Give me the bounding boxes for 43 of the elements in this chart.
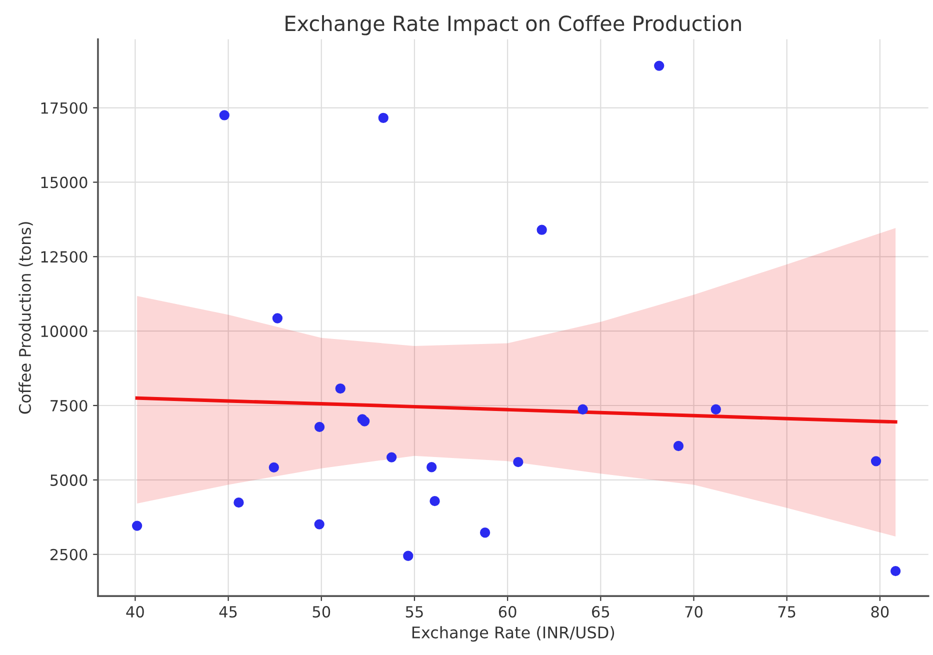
point (890, 566, 901, 576)
point (536, 224, 547, 235)
point (578, 404, 588, 414)
x-tick-label: 55 (406, 606, 423, 618)
y-tick-label: 17500 (41, 102, 88, 114)
x-tick-label: 60 (498, 606, 516, 618)
point (480, 528, 490, 538)
x-tick-label: 75 (778, 606, 796, 618)
point (426, 462, 437, 472)
y-tick-label: 10000 (41, 326, 88, 338)
x-tick-label: 40 (126, 606, 144, 618)
point (314, 422, 325, 432)
x-tick-label: 45 (219, 606, 237, 618)
y-tick-label: 12500 (41, 251, 88, 263)
x-axis-title: Exchange Rate (INR/USD) (412, 626, 614, 642)
x-tick-label: 65 (592, 606, 610, 618)
x-tick-label: 70 (685, 606, 702, 618)
chart-title: Exchange Rate Impact on Coffee Production (286, 15, 741, 36)
point (335, 383, 346, 394)
point (272, 313, 283, 324)
x-tick-label: 80 (871, 606, 889, 618)
y-axis-title: Coffee Production (tons) (18, 222, 33, 414)
line-series (135, 396, 898, 424)
point (710, 404, 721, 414)
point (234, 497, 244, 508)
point (314, 519, 324, 530)
y-tick-label: 2500 (50, 548, 88, 560)
point (513, 456, 524, 468)
point (403, 550, 414, 561)
y-tick-label: 15000 (41, 176, 88, 188)
point (378, 112, 388, 123)
point (132, 520, 142, 531)
y-tick-label: 7500 (50, 400, 88, 412)
x-tick-label: 50 (312, 606, 330, 618)
point (359, 416, 370, 426)
y-tick-label: 5000 (50, 474, 88, 486)
point (654, 60, 664, 71)
point (673, 440, 684, 452)
point (219, 110, 230, 120)
point (386, 452, 397, 462)
point (268, 462, 279, 473)
point (430, 496, 440, 506)
point (870, 456, 882, 466)
